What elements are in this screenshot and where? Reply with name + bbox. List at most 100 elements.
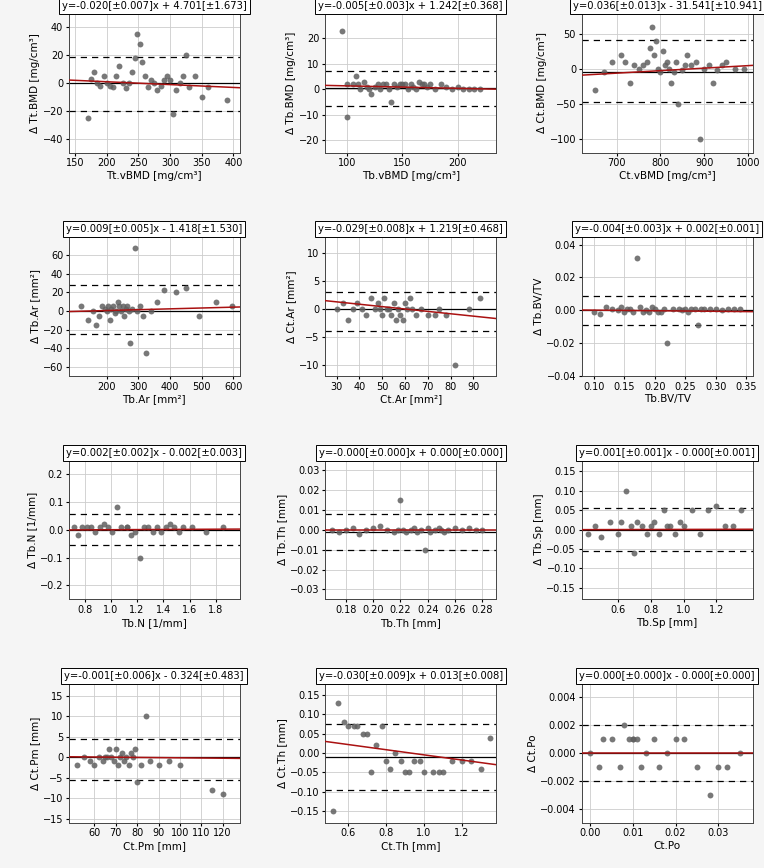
Point — [395, 754, 407, 768]
Point — [668, 65, 680, 79]
Y-axis label: Δ Tb.Th [mm]: Δ Tb.Th [mm] — [277, 494, 287, 565]
Point — [457, 82, 469, 96]
Point — [661, 519, 673, 533]
Point — [361, 80, 373, 94]
Point — [391, 523, 403, 536]
Point — [621, 302, 633, 316]
Point — [385, 307, 397, 321]
Point — [103, 742, 115, 756]
Point — [141, 520, 154, 534]
Y-axis label: Δ Ct.Po: Δ Ct.Po — [527, 734, 538, 772]
Point — [397, 77, 409, 91]
Point — [468, 82, 481, 96]
Point — [637, 58, 649, 72]
Point — [92, 750, 105, 764]
Point — [399, 297, 411, 311]
Point — [86, 304, 99, 318]
Point — [144, 754, 156, 768]
Point — [658, 302, 670, 316]
Point — [99, 750, 112, 764]
X-axis label: Tb.Sp [mm]: Tb.Sp [mm] — [636, 618, 698, 628]
Point — [78, 750, 90, 764]
X-axis label: Tb.BV/TV: Tb.BV/TV — [643, 394, 691, 404]
Point — [112, 294, 124, 308]
Point — [350, 69, 362, 83]
Point — [145, 73, 157, 87]
Point — [114, 750, 126, 764]
Point — [332, 695, 345, 709]
Title: y=-0.005[±0.003]x + 1.242[±0.368]: y=-0.005[±0.003]x + 1.242[±0.368] — [319, 1, 503, 11]
Point — [652, 527, 665, 541]
Title: y=0.002[±0.002]x - 0.002[±0.003]: y=0.002[±0.002]x - 0.002[±0.003] — [66, 448, 242, 457]
Point — [405, 523, 417, 536]
Point — [710, 302, 722, 316]
Point — [82, 313, 94, 327]
Point — [186, 520, 199, 534]
Point — [636, 305, 649, 319]
Point — [376, 719, 388, 733]
Point — [326, 523, 338, 536]
Point — [658, 503, 670, 517]
Point — [612, 304, 624, 318]
Point — [380, 302, 393, 316]
Point — [633, 300, 646, 314]
Point — [636, 760, 648, 774]
Point — [168, 520, 180, 534]
Point — [113, 299, 125, 313]
X-axis label: Tb.Ar [mm²]: Tb.Ar [mm²] — [122, 394, 186, 404]
Point — [676, 304, 688, 318]
Y-axis label: Δ Ct.BMD [mg/cm³]: Δ Ct.BMD [mg/cm³] — [537, 32, 547, 134]
Point — [358, 75, 370, 89]
Point — [626, 732, 639, 746]
Point — [202, 80, 214, 94]
Point — [327, 805, 339, 819]
Point — [643, 41, 656, 55]
Point — [652, 760, 665, 774]
Point — [465, 754, 478, 768]
Point — [110, 69, 122, 82]
Point — [625, 519, 637, 533]
Point — [604, 515, 616, 529]
Point — [360, 307, 372, 321]
Point — [374, 302, 386, 316]
Point — [626, 732, 639, 746]
Point — [476, 523, 488, 536]
Point — [123, 304, 135, 318]
Point — [72, 529, 84, 542]
Point — [96, 299, 108, 313]
Point — [698, 62, 711, 76]
Point — [163, 754, 175, 768]
Point — [463, 302, 475, 316]
Point — [595, 530, 607, 544]
Point — [655, 65, 667, 79]
Point — [142, 80, 154, 94]
Point — [427, 766, 439, 779]
Y-axis label: Δ Tb.Sp [mm]: Δ Tb.Sp [mm] — [533, 494, 544, 565]
Point — [145, 304, 157, 318]
Point — [342, 719, 354, 733]
Point — [126, 302, 138, 316]
Point — [123, 76, 135, 89]
Point — [128, 525, 141, 539]
Y-axis label: Δ Ct.Pm [mm]: Δ Ct.Pm [mm] — [30, 716, 40, 790]
Point — [422, 307, 434, 321]
Point — [110, 742, 122, 756]
Point — [584, 746, 596, 760]
Point — [383, 302, 395, 316]
Point — [474, 82, 486, 96]
Point — [694, 527, 706, 541]
Point — [94, 79, 106, 93]
Point — [452, 80, 464, 94]
Point — [664, 519, 676, 533]
Point — [341, 77, 353, 91]
Point — [68, 520, 80, 534]
Point — [681, 48, 693, 62]
Point — [408, 521, 420, 535]
Point — [433, 302, 445, 316]
Point — [630, 251, 643, 265]
Point — [107, 299, 119, 313]
Point — [678, 58, 691, 72]
Point — [606, 302, 618, 316]
Point — [98, 517, 110, 531]
Point — [403, 766, 415, 779]
